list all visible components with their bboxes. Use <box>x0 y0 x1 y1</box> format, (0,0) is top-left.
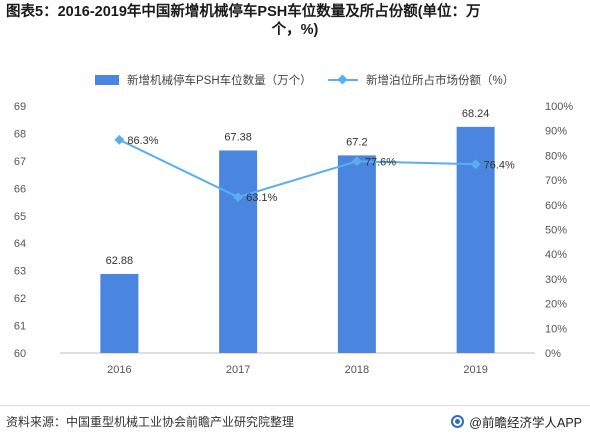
y-left-tick-label: 64 <box>14 238 26 250</box>
y-right-tick-label: 10% <box>545 323 567 335</box>
x-tick-label: 2017 <box>226 364 250 376</box>
y-right-tick-label: 100% <box>545 101 573 113</box>
y-right-tick-label: 50% <box>545 225 567 237</box>
share-point-2017 <box>233 192 244 203</box>
y-right-tick-label: 30% <box>545 274 567 286</box>
bar-value-label: 68.24 <box>462 108 490 120</box>
bar-2017 <box>219 150 258 353</box>
share-value-label: 76.4% <box>484 159 515 171</box>
brand-label: @前瞻经济学人APP <box>469 416 582 430</box>
footer: 资料来源：中国重型机械工业协会前瞻产业研究院整理 @前瞻经济学人APP <box>0 405 590 434</box>
legend-item-bar: 新增机械停车PSH车位数量（万个） <box>95 72 312 88</box>
chart-title-line2: 个，%) <box>271 22 319 38</box>
y-left-tick-label: 63 <box>14 266 26 278</box>
y-right-tick-label: 0% <box>545 348 561 360</box>
share-value-label: 77.6% <box>365 156 396 168</box>
bar-value-label: 67.2 <box>346 136 367 148</box>
y-left-tick-label: 67 <box>14 156 26 168</box>
brand-logo-icon <box>451 415 465 428</box>
x-tick-label: 2019 <box>463 364 487 376</box>
legend-bar-label: 新增机械停车PSH车位数量（万个） <box>127 75 312 87</box>
y-left-tick-label: 60 <box>14 348 26 360</box>
chart-title: 图表5：2016-2019年中国新增机械停车PSH车位数量及所占份额(单位：万 … <box>6 3 584 39</box>
combo-chart: 60 61 62 63 64 65 66 67 68 69 0% 10% 20% 30% 40% 50% 60%… <box>14 101 573 376</box>
y-left-tick-label: 61 <box>14 321 26 333</box>
y-right-tick-label: 90% <box>545 126 567 138</box>
y-left-tick-label: 66 <box>14 183 26 195</box>
y-left-tick-label: 69 <box>14 101 26 113</box>
share-value-label: 63.1% <box>246 192 277 204</box>
y-right-tick-label: 80% <box>545 150 567 162</box>
brand-mark: @前瞻经济学人APP <box>451 412 582 431</box>
x-tick-label: 2018 <box>345 364 369 376</box>
share-value-label: 86.3% <box>127 135 158 147</box>
share-point-2016 <box>114 134 125 145</box>
y-left-tick-label: 68 <box>14 128 26 140</box>
bar-value-label: 67.38 <box>224 131 252 143</box>
chart-title-line1: 图表5：2016-2019年中国新增机械停车PSH车位数量及所占份额(单位：万 <box>6 4 481 20</box>
bar-value-label: 62.88 <box>106 255 134 267</box>
bar-2016 <box>100 273 139 353</box>
y-right-tick-label: 60% <box>545 200 567 212</box>
y-right-tick-label: 20% <box>545 299 567 311</box>
y-right-tick-label: 40% <box>545 249 567 261</box>
chart-legend: 新增机械停车PSH车位数量（万个） 新增泊位所占市场份额（%） <box>0 72 590 92</box>
bar-2018 <box>337 155 376 353</box>
x-tick-label: 2016 <box>107 364 131 376</box>
y-left-tick-label: 65 <box>14 211 26 223</box>
share-point-2018 <box>351 156 362 167</box>
y-right-tick-label: 70% <box>545 175 567 187</box>
y-left-tick-label: 62 <box>14 293 26 305</box>
source-note: 资料来源：中国重型机械工业协会前瞻产业研究院整理 <box>6 415 295 429</box>
legend-bar-swatch <box>95 75 119 85</box>
legend-item-line: 新增泊位所占市场份额（%） <box>328 72 514 88</box>
legend-line-swatch <box>328 75 358 85</box>
share-point-2019 <box>470 159 481 170</box>
share-line <box>118 138 476 199</box>
legend-line-label: 新增泊位所占市场份额（%） <box>366 75 515 87</box>
